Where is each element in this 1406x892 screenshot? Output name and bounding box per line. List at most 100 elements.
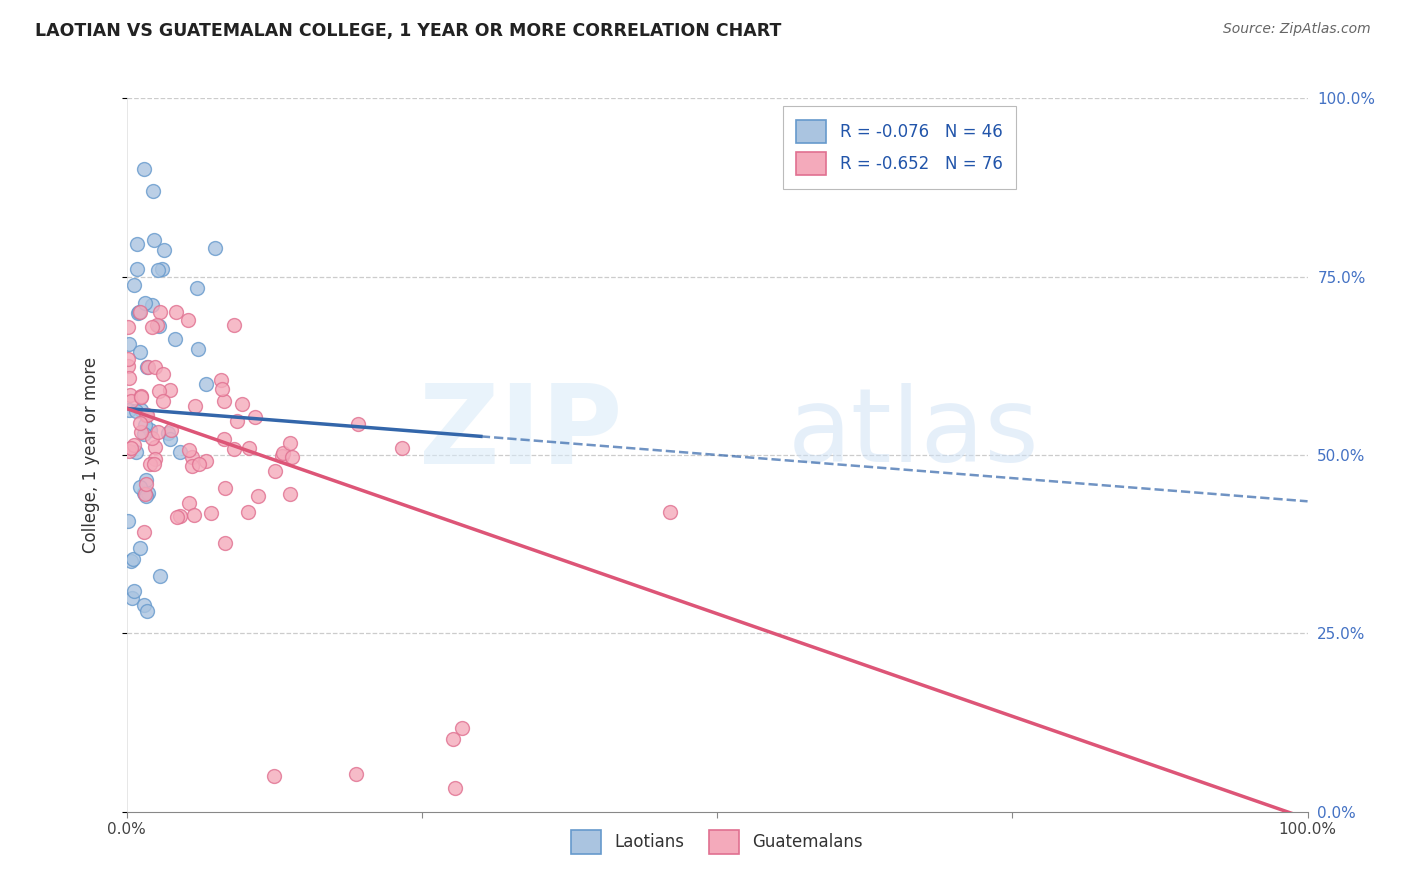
- Point: [152, 367, 174, 381]
- Point: [150, 262, 173, 277]
- Point: [450, 721, 472, 735]
- Point: [278, 436, 301, 450]
- Point: [117, 514, 139, 528]
- Point: [146, 318, 169, 332]
- Point: [120, 393, 142, 408]
- Point: [186, 280, 208, 294]
- Point: [245, 409, 267, 424]
- Point: [118, 443, 141, 458]
- Point: [129, 425, 152, 439]
- Point: [443, 731, 465, 746]
- Point: [160, 423, 183, 437]
- Text: Source: ZipAtlas.com: Source: ZipAtlas.com: [1223, 22, 1371, 37]
- Point: [141, 430, 163, 444]
- Point: [136, 360, 159, 375]
- Point: [129, 389, 152, 403]
- Point: [169, 445, 191, 459]
- Point: [271, 446, 294, 460]
- Point: [264, 465, 287, 479]
- Point: [165, 305, 187, 319]
- Point: [238, 441, 260, 455]
- Point: [134, 486, 156, 500]
- Point: [148, 384, 170, 398]
- Point: [181, 450, 204, 465]
- Point: [212, 432, 235, 446]
- Point: [134, 296, 156, 310]
- Point: [120, 441, 142, 455]
- Point: [129, 305, 152, 319]
- Point: [195, 453, 218, 467]
- Point: [236, 505, 259, 519]
- Point: [226, 414, 249, 428]
- Point: [134, 487, 156, 501]
- Point: [177, 496, 200, 510]
- Point: [145, 360, 167, 375]
- Point: [122, 438, 145, 452]
- Point: [138, 486, 160, 500]
- Point: [117, 336, 139, 351]
- Point: [128, 305, 150, 319]
- Point: [278, 487, 301, 501]
- Point: [270, 449, 292, 463]
- Point: [135, 408, 157, 422]
- Point: [146, 263, 169, 277]
- Point: [125, 236, 148, 251]
- Point: [136, 604, 159, 618]
- Point: [149, 305, 172, 319]
- Point: [209, 372, 232, 386]
- Point: [141, 298, 163, 312]
- Point: [142, 233, 165, 247]
- Point: [211, 382, 233, 396]
- Point: [117, 359, 139, 373]
- Point: [149, 569, 172, 583]
- Point: [125, 403, 148, 417]
- Point: [129, 541, 152, 556]
- Point: [156, 426, 179, 441]
- Point: [166, 510, 188, 524]
- Point: [153, 243, 176, 257]
- Point: [127, 262, 149, 277]
- Point: [127, 306, 149, 320]
- Point: [143, 452, 166, 467]
- Point: [117, 320, 139, 334]
- Point: [135, 473, 157, 487]
- Point: [222, 318, 245, 333]
- Point: [143, 440, 166, 454]
- Point: [163, 332, 186, 346]
- Point: [200, 506, 222, 520]
- Point: [214, 536, 236, 550]
- Point: [129, 402, 152, 417]
- Point: [159, 383, 181, 397]
- Point: [135, 409, 157, 423]
- Text: LAOTIAN VS GUATEMALAN COLLEGE, 1 YEAR OR MORE CORRELATION CHART: LAOTIAN VS GUATEMALAN COLLEGE, 1 YEAR OR…: [35, 22, 782, 40]
- Text: atlas: atlas: [787, 383, 1039, 484]
- Point: [134, 427, 156, 442]
- Point: [347, 417, 370, 431]
- Point: [134, 162, 156, 177]
- Point: [183, 508, 205, 522]
- Y-axis label: College, 1 year or more: College, 1 year or more: [82, 357, 100, 553]
- Point: [204, 241, 226, 255]
- Point: [129, 391, 152, 405]
- Point: [222, 442, 245, 456]
- Point: [139, 457, 162, 471]
- Legend: Laotians, Guatemalans: Laotians, Guatemalans: [564, 823, 870, 861]
- Point: [117, 351, 139, 366]
- Point: [141, 320, 163, 334]
- Point: [143, 457, 166, 471]
- Point: [139, 423, 162, 437]
- Point: [444, 780, 467, 795]
- Text: ZIP: ZIP: [419, 380, 623, 487]
- Point: [122, 584, 145, 599]
- Point: [135, 477, 157, 491]
- Point: [129, 480, 152, 494]
- Point: [212, 393, 235, 408]
- Point: [122, 277, 145, 292]
- Point: [138, 359, 160, 374]
- Point: [120, 554, 142, 568]
- Point: [134, 525, 156, 540]
- Point: [188, 457, 211, 471]
- Point: [135, 489, 157, 503]
- Point: [129, 344, 152, 359]
- Point: [214, 481, 236, 495]
